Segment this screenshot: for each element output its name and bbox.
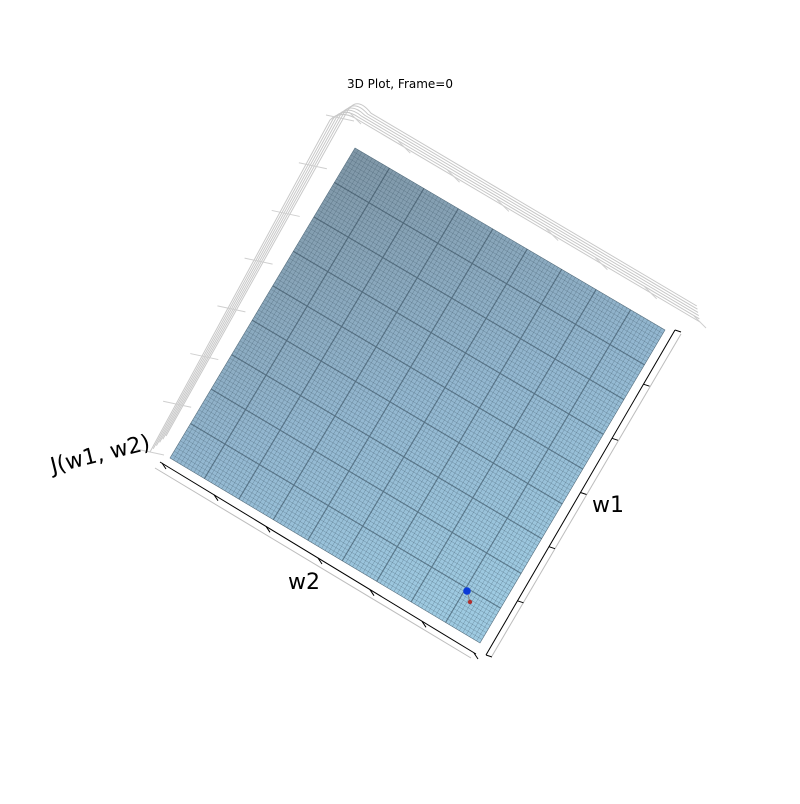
- pane-gridline: [595, 257, 608, 271]
- y-axis-tick: [611, 437, 619, 441]
- point-markers: [463, 587, 473, 605]
- x-axis-tick: [265, 526, 271, 533]
- pane-gridline: [348, 111, 362, 125]
- x-axis-tick: [317, 557, 323, 565]
- pane-gridline: [165, 103, 698, 437]
- x-axis-label: w2: [288, 570, 320, 595]
- pane-gridline: [447, 169, 460, 183]
- pane-gridline: [159, 107, 699, 443]
- pane-gridline: [271, 209, 300, 217]
- y-axis-tick: [548, 546, 556, 550]
- pane-gridline: [162, 105, 698, 440]
- x-axis-tick: [369, 589, 375, 596]
- axis-ticks: [161, 329, 682, 660]
- x-axis-tick: [161, 462, 167, 470]
- cost-surface: [169, 147, 666, 644]
- surface-mesh: [169, 147, 666, 644]
- pane-gridline: [693, 315, 707, 329]
- pane-gridline: [325, 114, 355, 122]
- current-point-marker: [463, 587, 471, 595]
- pane-gridline: [496, 199, 510, 212]
- pane-gridline: [244, 257, 273, 265]
- pane-gridline: [135, 448, 165, 456]
- back-pane-gridlines: [135, 103, 707, 456]
- y-axis-tick: [485, 654, 493, 658]
- x-axis-pane-line: [154, 467, 472, 659]
- y-axis-label: w1: [592, 493, 624, 518]
- pane-gridline: [397, 140, 411, 154]
- plot-title: 3D Plot, Frame=0: [346, 77, 453, 91]
- minimum-point-marker: [467, 599, 473, 605]
- pane-gridline: [644, 286, 658, 300]
- pane-gridline: [190, 353, 219, 361]
- x-axis-tick: [213, 494, 219, 501]
- y-axis-tick: [580, 492, 587, 495]
- x-axis-tick: [473, 652, 479, 660]
- y-axis-tick: [643, 383, 650, 387]
- pane-gridline: [545, 228, 559, 241]
- surface-coarse-mesh: [190, 167, 645, 623]
- pane-gridline: [298, 162, 327, 170]
- y-axis-tick: [517, 600, 524, 604]
- x-axis-tick: [421, 621, 427, 628]
- pane-gridline: [217, 305, 246, 313]
- y-axis-tick: [674, 329, 682, 333]
- pane-gridline: [163, 400, 192, 408]
